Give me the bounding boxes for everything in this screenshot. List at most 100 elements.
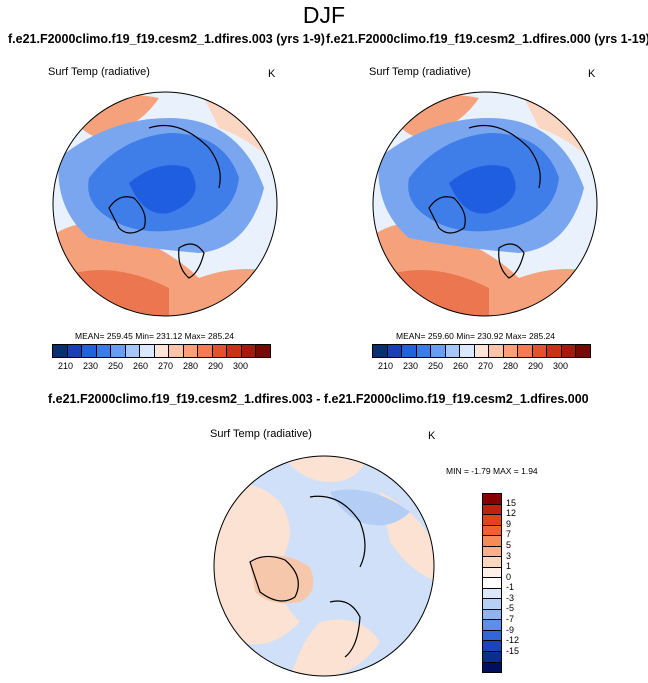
right-colorbar <box>372 344 591 358</box>
colorbar-swatch <box>547 345 562 357</box>
colorbar-swatch <box>169 345 184 357</box>
colorbar-swatch <box>483 515 501 526</box>
colorbar-tick-label: 280 <box>502 361 519 371</box>
coastline-a <box>428 196 466 234</box>
right-polar-map <box>372 91 598 317</box>
colorbar-swatch <box>241 345 257 357</box>
colorbar-swatch <box>154 345 170 357</box>
colorbar-swatch <box>483 599 501 610</box>
colorbar-swatch <box>489 345 504 357</box>
diff-subtitle: f.e21.F2000climo.f19_f19.cesm2_1.dfires.… <box>48 392 589 406</box>
colorbar-swatch <box>483 662 501 673</box>
right-units-label: K <box>588 68 596 80</box>
colorbar-swatch <box>373 345 388 357</box>
diff-polar-map <box>213 455 435 677</box>
colorbar-swatch <box>474 345 490 357</box>
colorbar-tick-label: 15 <box>506 497 517 508</box>
colorbar-tick-label: 5 <box>506 539 512 550</box>
colorbar-swatch <box>483 536 501 547</box>
colorbar-tick-label: 210 <box>377 361 394 371</box>
colorbar-swatch <box>96 345 112 357</box>
colorbar-swatch <box>483 609 501 621</box>
coastline-b <box>178 243 205 279</box>
colorbar-swatch <box>416 345 432 357</box>
colorbar-swatch <box>431 345 446 357</box>
colorbar-tick-label: -1 <box>506 582 515 593</box>
colorbar-tick-label: -9 <box>506 624 515 635</box>
colorbar-tick-label: 290 <box>527 361 544 371</box>
colorbar-swatch <box>445 345 461 357</box>
colorbar-swatch <box>483 630 501 642</box>
colorbar-tick-label: 270 <box>477 361 494 371</box>
colorbar-tick-label: 0 <box>506 571 512 582</box>
colorbar-swatch <box>183 345 199 357</box>
left-units-label: K <box>268 68 276 80</box>
colorbar-swatch <box>483 525 501 537</box>
colorbar-tick-label: 300 <box>232 361 249 371</box>
colorbar-swatch <box>483 557 501 568</box>
diff-neg-region <box>330 489 410 526</box>
colorbar-tick-label: 260 <box>132 361 149 371</box>
coastline-b <box>309 495 366 568</box>
colorbar-swatch <box>518 345 533 357</box>
colorbar-swatch <box>387 345 403 357</box>
coastline-b <box>498 243 525 279</box>
cold-deep-patch <box>129 165 196 214</box>
left-polar-map <box>52 91 278 317</box>
colorbar-tick-label: 250 <box>427 361 444 371</box>
left-stats: MEAN= 259.45 Min= 231.12 Max= 285.24 <box>75 331 235 341</box>
left-colorbar-ticks: 210 230 250 260 270 280 290 300 <box>53 361 253 371</box>
colorbar-swatch <box>125 345 141 357</box>
colorbar-swatch <box>212 345 228 357</box>
coastline-c <box>329 600 361 658</box>
colorbar-swatch <box>483 651 501 663</box>
colorbar-swatch <box>532 345 548 357</box>
colorbar-swatch <box>82 345 97 357</box>
colorbar-tick-label: -12 <box>506 635 520 646</box>
colorbar-swatch <box>198 345 213 357</box>
diff-pos-region-north <box>280 456 370 482</box>
colorbar-tick-label: -3 <box>506 592 515 603</box>
colorbar-tick-label: 230 <box>402 361 419 371</box>
coastline-a <box>108 196 146 234</box>
coastline-a <box>249 555 299 602</box>
right-stats: MEAN= 259.60 Min= 230.92 Max= 285.24 <box>396 331 556 341</box>
colorbar-swatch <box>576 345 590 357</box>
colorbar-swatch <box>67 345 83 357</box>
diff-stats: MIN = -1.79 MAX = 1.94 <box>446 466 538 476</box>
diff-variable-label: Surf Temp (radiative) <box>210 428 312 440</box>
colorbar-tick-label: 250 <box>107 361 124 371</box>
colorbar-swatch <box>460 345 475 357</box>
colorbar-tick-label: 290 <box>207 361 224 371</box>
colorbar-tick-label: -5 <box>506 603 515 614</box>
left-panel-subtitle: f.e21.F2000climo.f19_f19.cesm2_1.dfires.… <box>8 32 325 46</box>
diff-units-label: K <box>428 430 436 442</box>
colorbar-swatch <box>140 345 155 357</box>
colorbar-swatch <box>227 345 242 357</box>
colorbar-tick-label: 7 <box>506 529 512 540</box>
colorbar-tick-label: 300 <box>552 361 569 371</box>
left-colorbar <box>52 344 271 358</box>
colorbar-swatch <box>483 620 501 631</box>
colorbar-swatch <box>111 345 126 357</box>
colorbar-swatch <box>256 345 270 357</box>
right-colorbar-ticks: 210 230 250 260 270 280 290 300 <box>373 361 573 371</box>
colorbar-swatch <box>483 504 501 516</box>
colorbar-tick-label: 9 <box>506 518 512 529</box>
colorbar-tick-label: 270 <box>157 361 174 371</box>
diff-colorbar <box>482 493 502 673</box>
colorbar-tick-label: 3 <box>506 550 512 561</box>
right-panel-subtitle: f.e21.F2000climo.f19_f19.cesm2_1.dfires.… <box>326 32 648 46</box>
coastline-c <box>148 124 221 189</box>
colorbar-swatch <box>483 588 501 600</box>
colorbar-tick-label: -7 <box>506 614 515 625</box>
colorbar-swatch <box>503 345 519 357</box>
colorbar-tick-label: 260 <box>452 361 469 371</box>
colorbar-swatch <box>483 494 501 505</box>
colorbar-swatch <box>483 578 501 589</box>
colorbar-tick-label: -15 <box>506 645 520 656</box>
colorbar-tick-label: 12 <box>506 508 517 519</box>
coastline-c <box>468 124 541 189</box>
colorbar-tick-label: 210 <box>57 361 74 371</box>
page-title: DJF <box>302 2 346 28</box>
